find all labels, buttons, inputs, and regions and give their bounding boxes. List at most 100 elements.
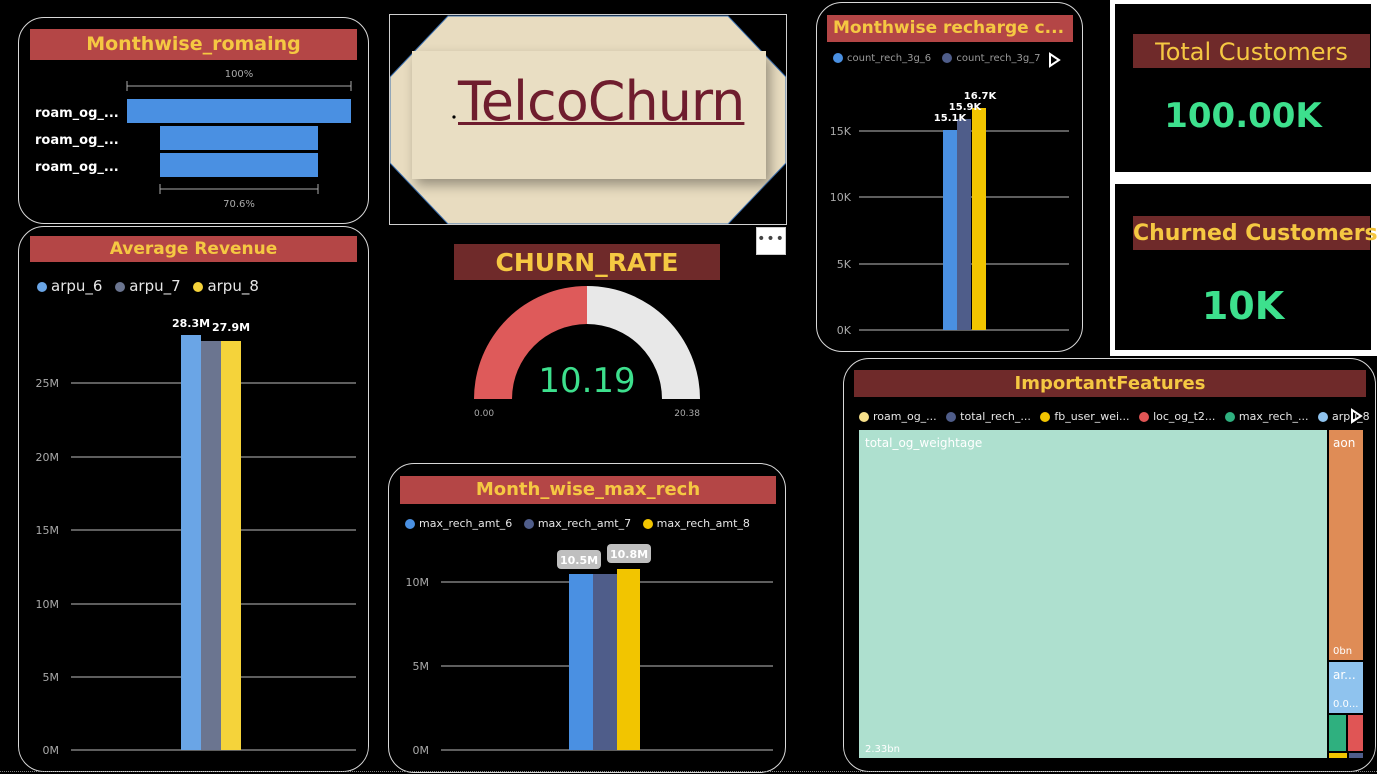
max-rech-legend: max_rech_amt_6 max_rech_amt_7 max_rech_a…	[405, 517, 758, 530]
legend-item[interactable]: fb_user_wei...	[1040, 410, 1130, 423]
bar-rech-3g-6[interactable]	[943, 130, 957, 330]
legend-item[interactable]: max_rech_amt_6	[405, 517, 512, 530]
legend-item[interactable]: arpu_6	[37, 277, 102, 295]
tick-label: 10K	[830, 191, 852, 204]
gauge-remainder	[587, 286, 700, 399]
legend-item[interactable]: loc_og_t2...	[1139, 410, 1215, 423]
tick-label: 0K	[837, 324, 852, 337]
data-label: 27.9M	[212, 321, 250, 334]
tick-label: 5M	[413, 660, 430, 673]
treemap-tile-label: total_og_weightage	[865, 436, 983, 450]
features-title: ImportantFeatures	[854, 370, 1366, 397]
max-rech-title: Month_wise_max_rech	[400, 476, 776, 504]
tick-label: 0M	[413, 744, 430, 757]
treemap-tile-total-og[interactable]: total_og_weightage 2.33bn	[859, 430, 1327, 758]
data-label: 10.8M	[610, 548, 648, 561]
treemap-tile-loc-og[interactable]	[1348, 715, 1363, 751]
roaming-row-label-1: roam_og_...	[35, 106, 119, 121]
avg-revenue-chart: 0M 5M 10M 15M 20M 25M 28.3M 27.9M	[36, 317, 356, 757]
bar-max-rech-6[interactable]	[569, 574, 593, 750]
gauge-value: 10.19	[538, 361, 635, 401]
treemap-tile-arpu-8[interactable]: ar... 0.0...	[1329, 662, 1363, 713]
total-customers-value: 100.00K	[1164, 96, 1322, 136]
bar-arpu-6[interactable]	[181, 335, 201, 750]
tick-label: 10M	[406, 576, 430, 589]
logo-card	[412, 51, 766, 179]
roaming-bar-1[interactable]	[127, 99, 351, 123]
treemap-tile-fb-user[interactable]	[1329, 753, 1347, 758]
legend-item[interactable]: arpu_7	[115, 277, 181, 295]
bar-arpu-7[interactable]	[201, 341, 221, 750]
features-panel[interactable]: ImportantFeatures roam_og_... total_rech…	[843, 358, 1376, 772]
data-label: 10.5M	[560, 554, 598, 567]
roaming-row-label-2: roam_og_...	[35, 133, 119, 148]
roaming-row-label-3: roam_og_...	[35, 160, 119, 175]
roaming-bar-2[interactable]	[160, 126, 318, 150]
roaming-top-label: 100%	[225, 69, 254, 80]
treemap-tile-value: 0.0...	[1333, 699, 1359, 710]
tick-label: 10M	[36, 598, 60, 611]
logo-text: TelcoChurn	[458, 70, 745, 133]
tick-label: 0M	[43, 744, 60, 757]
ellipsis-icon: •••	[757, 231, 785, 247]
legend-item[interactable]: total_rech_...	[946, 410, 1031, 423]
tick-label: 25M	[36, 377, 60, 390]
treemap-tile-label: ar...	[1333, 668, 1356, 682]
roaming-panel[interactable]: Monthwise_romaing 100% 70.6% roam_og_...…	[18, 17, 369, 224]
total-customers-title: Total Customers	[1133, 34, 1370, 68]
logo-frame: TelcoChurn	[389, 14, 787, 225]
treemap-tile-value: 0bn	[1333, 646, 1353, 657]
bar-rech-3g-8[interactable]	[972, 108, 986, 330]
recharge-3g-chart: 0K 5K 10K 15K 15.1K 15.9K 16.7K	[830, 91, 1069, 337]
tick-label: 15M	[36, 524, 60, 537]
treemap-tile-max-rech[interactable]	[1329, 715, 1346, 751]
more-options-button[interactable]: •••	[756, 227, 786, 255]
max-rech-panel[interactable]: Month_wise_max_rech max_rech_amt_6 max_r…	[388, 463, 786, 773]
bar-arpu-8[interactable]	[221, 341, 241, 750]
legend-next-icon[interactable]	[1349, 408, 1363, 424]
treemap: total_og_weightage 2.33bn aon 0bn ar... …	[859, 430, 1363, 758]
tick-label: 20M	[36, 451, 60, 464]
treemap-tile-total-rech[interactable]	[1349, 753, 1363, 758]
gauge-max-label: 20.38	[674, 409, 700, 419]
recharge-3g-panel[interactable]: Monthwise recharge c... count_rech_3g_6 …	[816, 2, 1083, 352]
bar-max-rech-8[interactable]	[617, 569, 640, 750]
tick-label: 15K	[830, 125, 852, 138]
avg-revenue-panel[interactable]: Average Revenue arpu_6 arpu_7 arpu_8 0M …	[18, 226, 369, 772]
recharge-3g-title: Monthwise recharge c...	[827, 15, 1073, 42]
max-rech-chart: 0M 5M 10M 10.5M 10.8M	[406, 544, 773, 757]
bar-rech-3g-7[interactable]	[957, 119, 971, 330]
churned-customers-card[interactable]: Churned Customers 10K	[1115, 184, 1377, 350]
total-customers-card[interactable]: Total Customers 100.00K	[1115, 4, 1371, 172]
legend-item[interactable]: roam_og_...	[859, 410, 937, 423]
churn-rate-title: CHURN_RATE	[454, 244, 720, 280]
legend-item[interactable]: max_rech_...	[1224, 410, 1308, 423]
data-label: 16.7K	[964, 91, 998, 102]
legend-item[interactable]: max_rech_amt_7	[523, 517, 631, 530]
avg-revenue-title: Average Revenue	[30, 236, 357, 262]
avg-revenue-legend: arpu_6 arpu_7 arpu_8	[37, 277, 267, 295]
roaming-bar-3[interactable]	[160, 153, 318, 177]
data-label: 28.3M	[172, 317, 210, 330]
churned-customers-title: Churned Customers	[1133, 216, 1377, 250]
legend-item[interactable]: arpu_8	[193, 277, 259, 295]
churned-customers-value: 10K	[1201, 284, 1285, 328]
roaming-chart: 100% 70.6% roam_og_... roam_og_... roam_…	[35, 69, 352, 210]
legend-item[interactable]: count_rech_3g_7	[942, 53, 1041, 64]
legend-item[interactable]: arpu_8	[1317, 410, 1370, 423]
gauge-fill	[474, 286, 587, 399]
churn-rate-gauge[interactable]: 10.19 0.00 20.38	[460, 280, 720, 420]
legend-item[interactable]: max_rech_amt_8	[642, 517, 750, 530]
treemap-tile-label: aon	[1333, 436, 1356, 450]
tick-label: 5M	[43, 671, 60, 684]
canvas-bottom-border	[0, 771, 1377, 772]
tick-label: 5K	[837, 258, 852, 271]
recharge-3g-legend: count_rech_3g_6 count_rech_3g_7	[833, 53, 1049, 64]
legend-next-icon[interactable]	[1047, 52, 1061, 68]
legend-item[interactable]: count_rech_3g_6	[833, 53, 931, 64]
treemap-tile-value: 2.33bn	[865, 744, 900, 755]
treemap-tile-aon[interactable]: aon 0bn	[1329, 430, 1363, 660]
gauge-min-label: 0.00	[474, 409, 494, 419]
data-label: 15.9K	[949, 102, 983, 113]
bar-max-rech-7[interactable]	[593, 574, 617, 750]
